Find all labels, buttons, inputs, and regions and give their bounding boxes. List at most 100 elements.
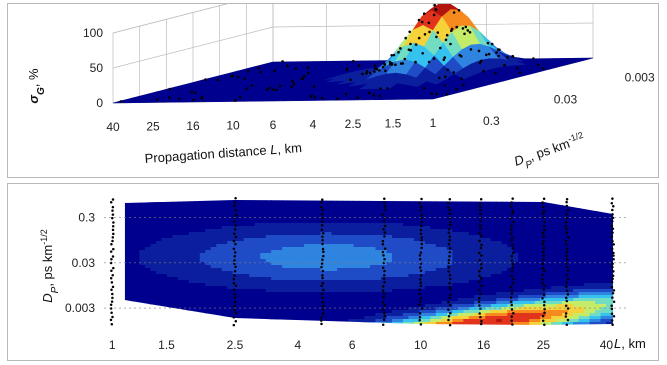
contour-cell bbox=[254, 208, 261, 212]
contour-cell bbox=[375, 253, 382, 257]
contour-cell bbox=[501, 307, 508, 311]
contour-cell bbox=[144, 286, 152, 290]
contour-cell bbox=[523, 268, 530, 272]
contour-cell bbox=[320, 292, 327, 296]
contour-cell bbox=[287, 250, 294, 254]
contour-cell bbox=[540, 238, 547, 242]
contour-cell bbox=[194, 253, 201, 257]
contour-cell bbox=[260, 223, 267, 227]
contour-cell bbox=[391, 268, 399, 272]
contour-cell bbox=[424, 229, 431, 233]
contour-cell bbox=[408, 292, 415, 296]
contour-cell bbox=[304, 217, 311, 221]
contour-cell bbox=[326, 304, 333, 308]
contour-cell bbox=[397, 244, 404, 248]
contour-cell bbox=[101, 241, 107, 245]
contour-cell bbox=[441, 292, 448, 296]
contour-cell bbox=[392, 196, 398, 200]
contour-cell bbox=[326, 268, 333, 272]
contour-cell bbox=[359, 211, 366, 215]
contour-cell bbox=[359, 262, 366, 266]
contour-cell bbox=[578, 289, 585, 293]
contour-cell bbox=[589, 256, 596, 260]
contour-cell bbox=[315, 304, 322, 308]
contour-cell bbox=[545, 298, 552, 302]
contour-cell bbox=[364, 271, 371, 275]
contour-cell bbox=[172, 262, 179, 266]
contour-cell bbox=[369, 253, 377, 257]
contour-cell bbox=[293, 253, 300, 257]
contour-cell bbox=[200, 325, 206, 329]
contour-cell bbox=[199, 301, 206, 305]
contour-cell bbox=[430, 211, 437, 215]
contour-cell bbox=[133, 286, 141, 290]
contour-cell bbox=[287, 244, 294, 248]
contour-cell bbox=[584, 259, 591, 263]
sample-point bbox=[390, 63, 394, 66]
contour-cell bbox=[101, 331, 107, 335]
contour-cell bbox=[227, 307, 234, 311]
sample-point bbox=[444, 75, 447, 78]
contour-cell bbox=[567, 202, 574, 206]
contour-cell bbox=[359, 241, 366, 245]
contour-cell bbox=[194, 277, 201, 281]
contour-cell bbox=[117, 283, 123, 287]
contour-cell bbox=[124, 280, 130, 284]
contour-cell bbox=[304, 200, 311, 203]
contour-cell bbox=[490, 223, 497, 227]
contour-cell bbox=[419, 262, 426, 266]
contour-cell bbox=[408, 202, 415, 206]
contour-cell bbox=[260, 313, 267, 317]
contour-cell bbox=[227, 211, 234, 215]
contour-cell bbox=[254, 238, 261, 242]
contour-cell bbox=[298, 319, 305, 323]
contour-cell bbox=[468, 223, 475, 227]
contour-cell bbox=[474, 319, 481, 323]
contour-cell bbox=[232, 200, 239, 203]
contour-cell bbox=[600, 223, 607, 227]
contour-cell bbox=[551, 271, 558, 275]
contour-cell bbox=[601, 196, 607, 200]
contour-cell bbox=[375, 295, 382, 299]
sample-point bbox=[460, 55, 463, 58]
contour-cell bbox=[331, 280, 338, 284]
contour-cell bbox=[243, 208, 250, 212]
contour-cell bbox=[315, 205, 322, 209]
contour-cell bbox=[375, 235, 382, 239]
contour-cell bbox=[567, 244, 574, 248]
contour-cell bbox=[485, 244, 492, 248]
contour-cell bbox=[551, 328, 557, 332]
contour-cell bbox=[529, 265, 536, 269]
sample-point bbox=[495, 51, 498, 54]
contour-cell bbox=[369, 319, 377, 323]
sample-point bbox=[259, 70, 262, 74]
contour-cell bbox=[320, 283, 327, 287]
contour-cell bbox=[210, 304, 217, 308]
contour-cell bbox=[567, 208, 574, 212]
contour-cell bbox=[353, 316, 360, 320]
contour-cell bbox=[128, 271, 135, 275]
contour-cell bbox=[589, 205, 596, 209]
contour-cell bbox=[457, 268, 464, 272]
contour-cell bbox=[194, 268, 201, 272]
contour-cell bbox=[441, 322, 448, 325]
contour-cell bbox=[183, 289, 190, 293]
contour-cell bbox=[408, 310, 415, 314]
contour-cell bbox=[468, 289, 475, 293]
contour-cell bbox=[512, 223, 519, 227]
contour-cell bbox=[567, 247, 574, 251]
contour-cell bbox=[529, 277, 536, 281]
contour-cell bbox=[430, 295, 437, 299]
contour-cell bbox=[446, 316, 453, 320]
contour-cell bbox=[578, 304, 585, 308]
contour-cell bbox=[491, 196, 497, 200]
contour-cell bbox=[101, 220, 107, 224]
contour-cell bbox=[567, 262, 574, 266]
contour-cell bbox=[562, 301, 569, 305]
contour-cell bbox=[446, 313, 453, 317]
contour-cell bbox=[584, 217, 591, 221]
contour-cell bbox=[238, 310, 245, 314]
contour-cell bbox=[282, 292, 289, 296]
contour-cell bbox=[540, 265, 547, 269]
contour-cell bbox=[199, 277, 206, 281]
